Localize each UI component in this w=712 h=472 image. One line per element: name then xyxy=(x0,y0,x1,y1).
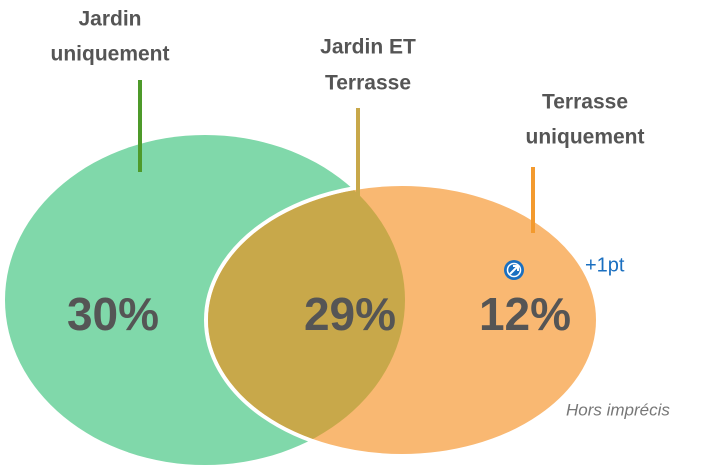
overlap xyxy=(208,186,405,454)
region-label: Terrasse xyxy=(542,91,628,114)
region-value: 30% xyxy=(67,288,159,340)
region-value: 12% xyxy=(479,288,571,340)
change-label: +1pt xyxy=(585,254,625,276)
region-label: uniquement xyxy=(526,126,645,149)
region-label: uniquement xyxy=(51,43,170,66)
region-value: 29% xyxy=(304,288,396,340)
region-label: Terrasse xyxy=(325,72,411,95)
region-label: Jardin ET xyxy=(320,36,416,59)
note: Hors imprécis xyxy=(566,400,670,419)
up-arrow-icon xyxy=(504,260,524,280)
region-label: Jardin xyxy=(78,8,141,31)
